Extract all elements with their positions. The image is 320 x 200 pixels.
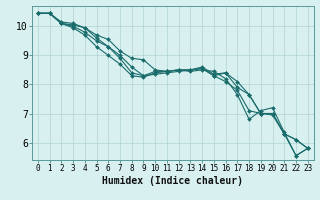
X-axis label: Humidex (Indice chaleur): Humidex (Indice chaleur): [102, 176, 243, 186]
